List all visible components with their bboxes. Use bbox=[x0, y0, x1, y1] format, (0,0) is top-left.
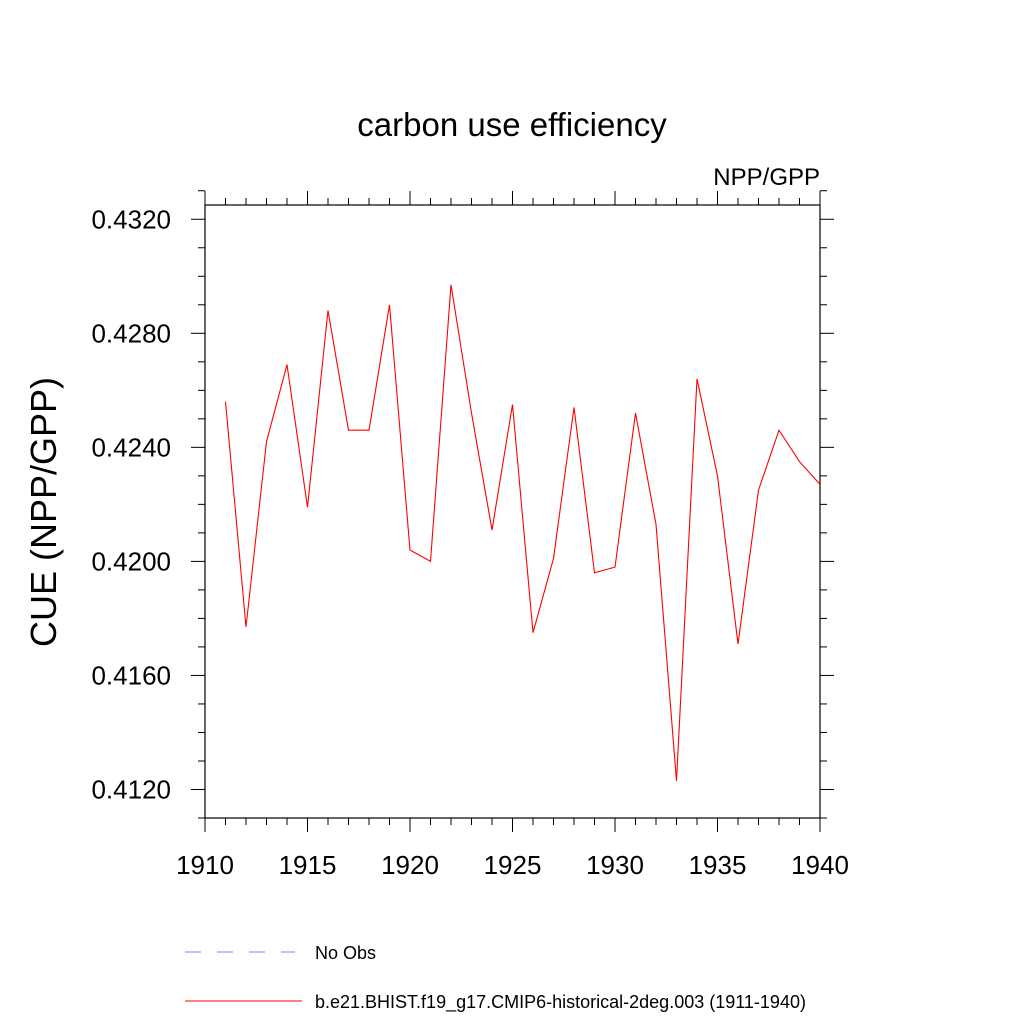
x-tick-label: 1930 bbox=[586, 850, 644, 880]
legend-label: No Obs bbox=[315, 943, 376, 963]
x-tick-label: 1910 bbox=[176, 850, 234, 880]
y-tick-label: 0.4120 bbox=[91, 774, 171, 804]
x-tick-label: 1925 bbox=[484, 850, 542, 880]
y-tick-label: 0.4160 bbox=[91, 660, 171, 690]
chart-subtitle: NPP/GPP bbox=[713, 164, 820, 191]
legend-label: b.e21.BHIST.f19_g17.CMIP6-historical-2de… bbox=[315, 992, 806, 1013]
series-lines bbox=[224, 284, 821, 781]
y-tick-label: 0.4200 bbox=[91, 546, 171, 576]
plot-border bbox=[204, 204, 821, 819]
series-line bbox=[224, 284, 821, 781]
x-tick-label: 1940 bbox=[791, 850, 849, 880]
x-axis-ticks: 1910 1915 1920 1925 1930 1935 1940 bbox=[176, 191, 849, 880]
y-axis-label: CUE (NPP/GPP) bbox=[23, 377, 64, 647]
x-tick-label: 1935 bbox=[689, 850, 747, 880]
y-tick-label: 0.4320 bbox=[91, 204, 171, 234]
chart-title: carbon use efficiency bbox=[357, 106, 667, 143]
plot-frame bbox=[204, 204, 821, 819]
x-tick-label: 1915 bbox=[279, 850, 337, 880]
y-tick-label: 0.4240 bbox=[91, 432, 171, 462]
y-axis-ticks: 0.4120 0.4160 0.4200 0.4240 0.4280 0.4320 bbox=[91, 190, 834, 819]
x-tick-label: 1920 bbox=[381, 850, 439, 880]
legend: No Obs b.e21.BHIST.f19_g17.CMIP6-historic… bbox=[185, 943, 806, 1013]
y-tick-label: 0.4280 bbox=[91, 318, 171, 348]
